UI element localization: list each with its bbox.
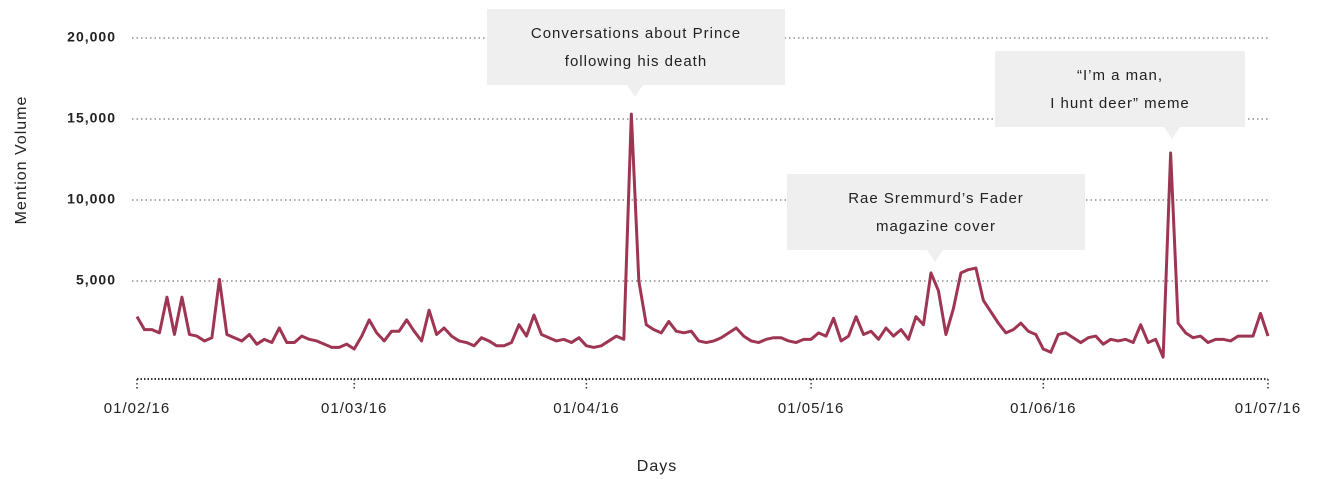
- callout-box: [995, 51, 1245, 139]
- x-tick-label: 01/04/16: [553, 400, 619, 417]
- y-tick-label: 20,000: [67, 29, 116, 45]
- x-tick-label: 01/03/16: [321, 400, 387, 417]
- annotation-text: I hunt deer” meme: [1050, 95, 1190, 112]
- y-tick-label: 10,000: [67, 191, 116, 207]
- x-tick-label: 01/02/16: [104, 400, 170, 417]
- annotation-text: Conversations about Prince: [531, 25, 741, 42]
- annotation-text: magazine cover: [876, 218, 996, 235]
- annotation-text: “I’m a man,: [1077, 67, 1163, 84]
- annotation-text: Rae Sremmurd’s Fader: [848, 190, 1024, 207]
- x-axis-label: Days: [637, 458, 677, 475]
- y-tick-label: 15,000: [67, 110, 116, 126]
- line-series: [135, 112, 1270, 359]
- y-tick-label: 5,000: [76, 272, 116, 288]
- x-tick-label: 01/07/16: [1235, 400, 1301, 417]
- x-tick-label: 01/06/16: [1010, 400, 1076, 417]
- callout-box: [787, 174, 1085, 262]
- y-axis-label: Mention Volume: [13, 96, 30, 225]
- annotation-text: following his death: [565, 53, 707, 70]
- callout-box: [487, 9, 785, 97]
- x-tick-label: 01/05/16: [778, 400, 844, 417]
